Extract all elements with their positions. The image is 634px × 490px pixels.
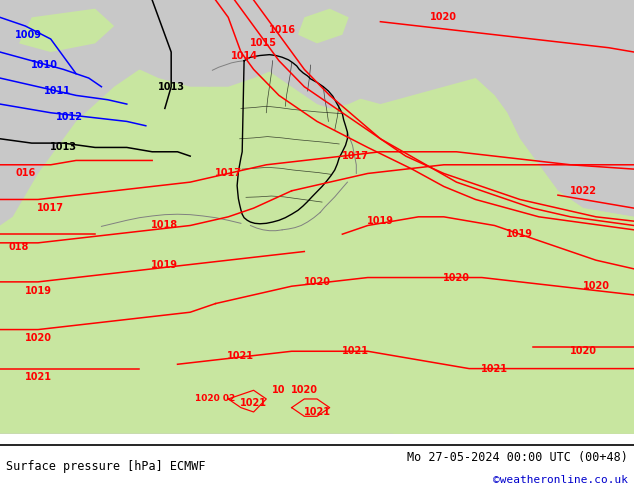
Text: 1019: 1019 — [367, 216, 394, 226]
Text: 1019: 1019 — [152, 260, 178, 270]
Text: 1013: 1013 — [50, 143, 77, 152]
Text: 1020: 1020 — [583, 281, 609, 291]
Polygon shape — [393, 65, 634, 434]
Text: 1016: 1016 — [269, 25, 295, 35]
Text: 1021: 1021 — [240, 398, 267, 408]
Text: 1012: 1012 — [56, 112, 83, 122]
Text: 1017: 1017 — [342, 151, 368, 161]
Text: ©weatheronline.co.uk: ©weatheronline.co.uk — [493, 475, 628, 485]
Text: 1020: 1020 — [443, 272, 470, 283]
Text: 1021: 1021 — [481, 364, 508, 373]
Text: 1017: 1017 — [37, 203, 64, 213]
Text: 018: 018 — [9, 242, 29, 252]
Polygon shape — [0, 0, 317, 217]
Text: 1020: 1020 — [430, 12, 457, 23]
Text: 1021: 1021 — [304, 407, 330, 417]
Text: 1013: 1013 — [158, 82, 184, 92]
Text: 1020 02: 1020 02 — [195, 394, 236, 403]
Text: 1021: 1021 — [228, 350, 254, 361]
Text: 1009: 1009 — [15, 30, 42, 40]
Polygon shape — [266, 35, 349, 78]
Text: 1011: 1011 — [44, 86, 70, 96]
Text: Mo 27-05-2024 00:00 UTC (00+48): Mo 27-05-2024 00:00 UTC (00+48) — [407, 451, 628, 464]
Text: 1018: 1018 — [152, 220, 178, 230]
Text: 1021: 1021 — [342, 346, 368, 356]
Text: 1017: 1017 — [215, 169, 242, 178]
Polygon shape — [317, 0, 634, 104]
Text: 1020: 1020 — [291, 385, 318, 395]
Text: 1021: 1021 — [25, 372, 51, 382]
Text: 1010: 1010 — [31, 60, 58, 70]
Text: 1020: 1020 — [25, 333, 51, 343]
Polygon shape — [298, 9, 349, 44]
Text: 1014: 1014 — [231, 51, 257, 61]
Polygon shape — [0, 65, 634, 434]
Text: 016: 016 — [15, 169, 36, 178]
Text: 1015: 1015 — [250, 38, 276, 49]
Text: Surface pressure [hPa] ECMWF: Surface pressure [hPa] ECMWF — [6, 460, 206, 473]
Text: 1019: 1019 — [25, 286, 51, 295]
Text: 1020: 1020 — [570, 346, 597, 356]
Text: 1019: 1019 — [507, 229, 533, 239]
Text: 10: 10 — [272, 385, 286, 395]
Polygon shape — [19, 9, 114, 52]
Text: 1022: 1022 — [570, 186, 597, 196]
Text: 1020: 1020 — [304, 277, 330, 287]
